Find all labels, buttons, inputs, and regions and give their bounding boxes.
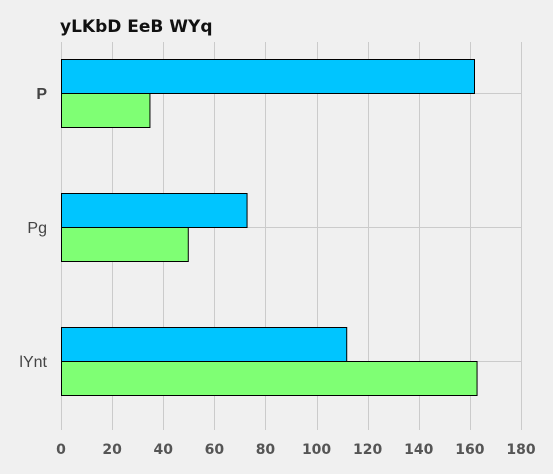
x-tick-label: 0 bbox=[56, 442, 66, 458]
y-axis: P Pg lYnt bbox=[19, 86, 47, 371]
y-tick-label: Pg bbox=[27, 220, 47, 237]
x-tick-label: 20 bbox=[102, 442, 122, 458]
bar-2 bbox=[61, 93, 151, 128]
chart-title: yLKbD EeB WYq bbox=[60, 17, 213, 37]
bar-1 bbox=[61, 59, 475, 94]
bar-1 bbox=[61, 193, 248, 228]
bar-2 bbox=[61, 361, 478, 396]
x-axis: 0 20 40 60 80 100 120 140 160 180 bbox=[56, 442, 536, 458]
y-tick-label: lYnt bbox=[19, 354, 47, 371]
bar-1 bbox=[61, 327, 348, 362]
x-tick-label: 160 bbox=[455, 442, 484, 458]
bar-2 bbox=[61, 227, 189, 262]
x-tick-label: 40 bbox=[153, 442, 173, 458]
x-tick-label: 140 bbox=[404, 442, 433, 458]
x-tick-label: 60 bbox=[205, 442, 225, 458]
x-tick-label: 180 bbox=[506, 442, 535, 458]
y-tick-label: P bbox=[36, 86, 47, 103]
bars bbox=[61, 59, 478, 396]
x-tick-label: 100 bbox=[302, 442, 331, 458]
x-tick-label: 80 bbox=[256, 442, 276, 458]
x-tick-label: 120 bbox=[353, 442, 382, 458]
